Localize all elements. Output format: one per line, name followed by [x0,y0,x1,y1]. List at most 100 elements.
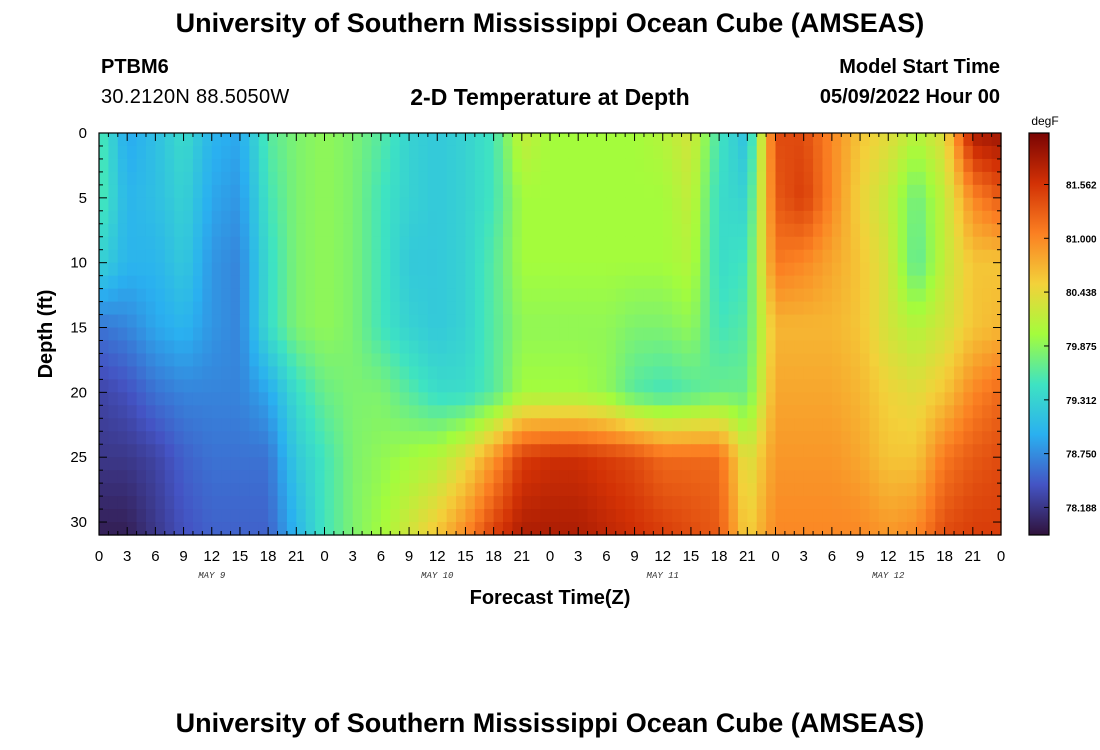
heatmap-cell [972,197,983,212]
heatmap-cell [719,353,730,368]
heatmap-cell [550,444,560,458]
heatmap-cell [925,184,936,199]
heatmap-cell [578,223,589,238]
heatmap-cell [596,223,607,238]
heatmap-cell [982,418,993,432]
heatmap-cell [756,431,767,445]
heatmap-cell [305,171,316,186]
heatmap-cell [164,158,175,173]
heatmap-cell [380,366,391,380]
heatmap-cell [456,301,467,316]
heatmap-cell [202,340,213,355]
heatmap-cell [850,133,861,147]
heatmap-cell [784,171,795,186]
heatmap-cell [503,223,514,238]
heatmap-cell [869,457,880,471]
heatmap-cell [813,340,824,355]
heatmap-cell [268,158,279,173]
heatmap-cell [672,158,683,173]
heatmap-cell [963,133,974,147]
heatmap-cell [127,210,138,225]
heatmap-cell [596,184,607,199]
heatmap-cell [822,197,833,212]
heatmap-cell [371,145,382,160]
heatmap-cell [850,509,861,523]
heatmap-cell [794,210,805,225]
heatmap-cell [907,418,918,432]
heatmap-cell [869,418,880,432]
heatmap-cell [127,340,138,355]
heatmap-cell [145,327,156,342]
heatmap-cell [559,158,570,173]
heatmap-cell [230,184,241,199]
heatmap-cell [277,133,288,147]
heatmap-cell [503,184,514,199]
heatmap-cell [775,236,786,251]
heatmap-cell [127,262,138,277]
heatmap-cell [418,457,429,471]
heatmap-cell [380,392,391,406]
heatmap-cell [841,509,852,523]
heatmap-cell [559,133,570,147]
heatmap-cell [775,496,786,510]
heatmap-cell [521,431,532,445]
heatmap-cell [662,522,673,536]
heatmap-cell [380,405,391,419]
heatmap-cell [813,236,824,251]
heatmap-cell [371,483,382,497]
heatmap-cell [907,379,918,393]
heatmap-cell [380,275,391,290]
heatmap-cell [869,145,880,160]
heatmap-cell [315,223,326,238]
heatmap-cell [737,171,748,186]
heatmap-cell [634,288,645,303]
heatmap-cell [813,379,824,393]
heatmap-cell [737,353,748,368]
heatmap-cell [136,509,147,523]
heatmap-cell [672,262,683,277]
heatmap-cell [531,145,542,160]
heatmap-cell [164,444,175,458]
heatmap-cell [99,392,109,406]
heatmap-cell [925,444,936,458]
heatmap-cell [869,301,880,316]
heatmap-cell [192,223,203,238]
heatmap-cell [258,340,269,355]
heatmap-cell [653,210,664,225]
heatmap-cell [775,145,786,160]
heatmap-cell [690,457,701,471]
heatmap-cell [916,470,927,484]
heatmap-cell [719,444,730,458]
heatmap-cell [136,288,147,303]
heatmap-cell [700,392,711,406]
heatmap-cell [211,353,222,368]
heatmap-cell [277,197,288,212]
heatmap-cell [822,210,833,225]
heatmap-cell [352,158,363,173]
heatmap-cell [822,470,833,484]
heatmap-cell [756,223,767,238]
heatmap-cell [117,171,128,186]
heatmap-cell [662,509,673,523]
heatmap-cell [324,171,335,186]
heatmap-cell [700,379,711,393]
heatmap-cell [737,431,748,445]
heatmap-cell [944,197,955,212]
heatmap-cell [672,483,683,497]
heatmap-cell [690,288,701,303]
heatmap-cell [850,470,861,484]
heatmap-cell [174,210,185,225]
heatmap-cell [625,379,636,393]
heatmap-cell [211,405,222,419]
heatmap-cell [531,483,542,497]
heatmap-cell [484,249,495,264]
heatmap-cell [794,223,805,238]
heatmap-cell [409,483,420,497]
heatmap-cell [164,223,175,238]
heatmap-cell [352,249,363,264]
heatmap-cell [145,353,156,368]
heatmap-cell [850,457,861,471]
heatmap-cell [399,340,410,355]
heatmap-cell [672,145,683,160]
heatmap-cell [286,405,297,419]
